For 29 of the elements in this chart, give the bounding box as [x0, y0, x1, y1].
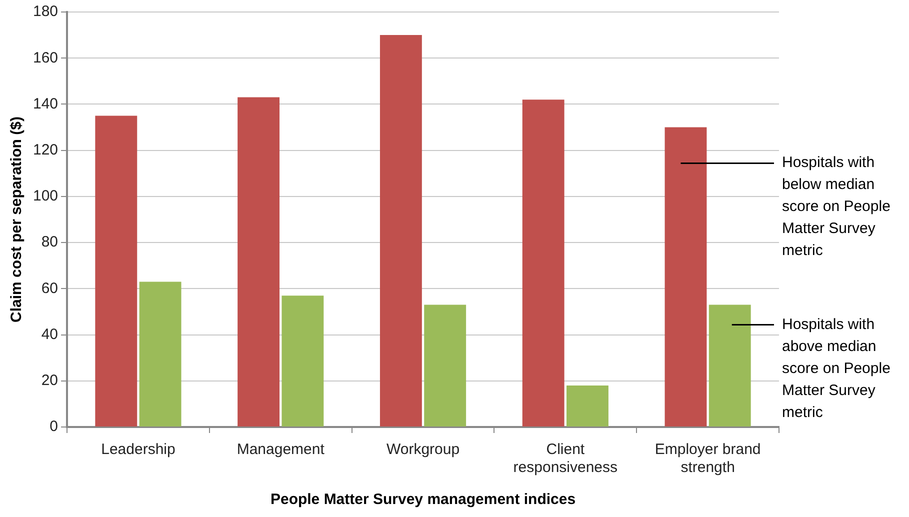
y-tick-label: 20 [41, 372, 58, 390]
x-tick-label: Employer brand strength [654, 441, 761, 476]
x-tick-label: Workgroup [386, 441, 460, 458]
bar [139, 282, 182, 426]
bar [95, 116, 138, 426]
y-tick-label: 100 [32, 188, 58, 205]
x-tick-label: Management [236, 441, 326, 458]
y-tick-label: 120 [32, 141, 58, 158]
y-tick-label: 180 [32, 3, 58, 20]
y-tick-label: 60 [41, 280, 58, 297]
y-tick-label: 160 [32, 49, 58, 66]
bar [664, 127, 707, 426]
y-axis-title: Claim cost per separation ($) [8, 116, 26, 322]
bar [424, 304, 466, 426]
y-tick-label: 80 [41, 234, 58, 251]
x-tick-label: Client responsiveness [513, 441, 618, 476]
bar [282, 296, 324, 426]
bar [380, 35, 422, 426]
y-tick-label: 40 [41, 326, 58, 343]
bar [708, 304, 751, 426]
text: Hospitals with above median score on People Matter Survey metric [782, 314, 892, 423]
x-axis-title: People Matter Survey management indices [270, 491, 576, 508]
y-tick-label: 0 [50, 418, 58, 436]
x-tick-label: Leadership [101, 441, 176, 458]
y-tick-label: 140 [32, 95, 58, 112]
bar [522, 100, 564, 426]
text: Hospitals with below median score on People Matter Survey metric [782, 153, 892, 262]
bar [566, 386, 608, 426]
bar [238, 97, 280, 426]
